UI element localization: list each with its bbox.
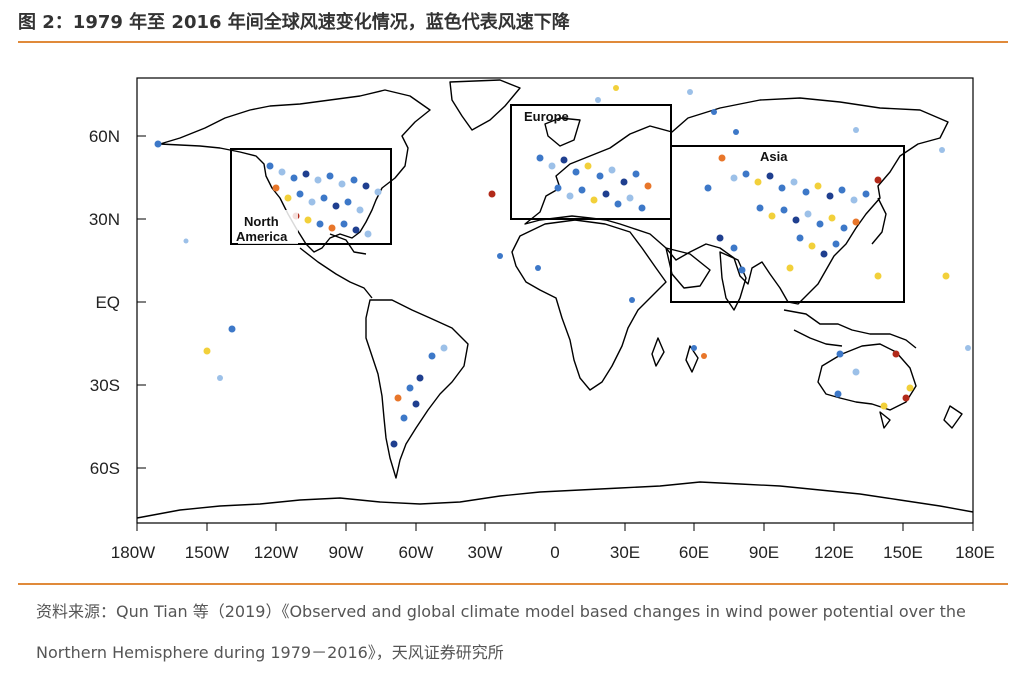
lon-label: 60E [679, 543, 709, 562]
bottom-divider [18, 583, 1008, 585]
region-box-north-america [230, 148, 392, 245]
source-line-1: 资料来源：Qun Tian 等（2019）《Observed and globa… [36, 602, 966, 621]
lon-labels: 180W 150W 120W 90W 60W 30W 0 30E 60E 90E… [111, 543, 995, 562]
lon-label: 120E [814, 543, 854, 562]
lon-label: 0 [550, 543, 559, 562]
wind-change-map: North America Europe Asia 60N 30N EQ 30S… [0, 48, 1029, 578]
map-svg: North America Europe Asia 60N 30N EQ 30S… [89, 77, 995, 562]
figure-title: 图 2：1979 年至 2016 年间全球风速变化情况，蓝色代表风速下降 [18, 12, 570, 33]
region-boxes [230, 104, 905, 303]
lon-label: 30E [610, 543, 640, 562]
coastlines [136, 79, 974, 519]
lon-label: 180E [955, 543, 995, 562]
lon-label: 90E [749, 543, 779, 562]
lon-label: 60W [399, 543, 434, 562]
lat-label-60n: 60N [89, 127, 120, 146]
lat-label-30s: 30S [90, 376, 120, 395]
lon-label: 30W [468, 543, 503, 562]
region-label-europe: Europe [524, 109, 569, 124]
lon-label: 150W [185, 543, 229, 562]
lat-label-30n: 30N [89, 210, 120, 229]
region-label-north-america-1: North [244, 214, 279, 229]
station-dots [154, 85, 971, 448]
region-label-bg-north-america [238, 210, 298, 244]
lon-ticks [136, 523, 974, 531]
region-box-asia [670, 145, 905, 303]
map-frame [136, 77, 974, 524]
lon-label: 120W [254, 543, 298, 562]
region-label-north-america-2: America [236, 229, 288, 244]
lon-label: 90W [329, 543, 364, 562]
region-label-asia: Asia [760, 149, 788, 164]
lon-label: 180W [111, 543, 155, 562]
lat-ticks [137, 135, 146, 469]
lon-label: 150E [883, 543, 923, 562]
source-line-2: Northern Hemisphere during 1979－2016》，天风… [36, 643, 504, 662]
lat-label-eq: EQ [95, 293, 120, 312]
lat-label-60s: 60S [90, 459, 120, 478]
top-divider [18, 41, 1008, 43]
